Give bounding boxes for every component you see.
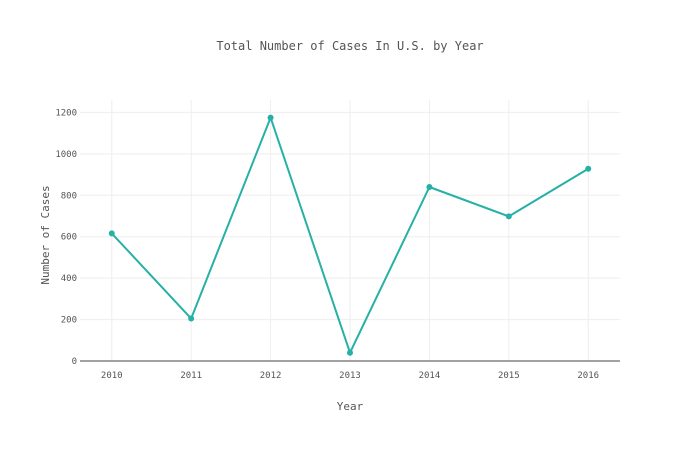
- x-gridlines: [111, 100, 589, 361]
- y-tick-label: 200: [61, 316, 77, 326]
- data-point[interactable]: [188, 315, 195, 322]
- data-point[interactable]: [347, 349, 353, 356]
- y-gridlines: [80, 111, 620, 321]
- data-point[interactable]: [267, 114, 274, 121]
- x-tick-label: 2015: [498, 371, 520, 381]
- y-tick-label: 1200: [55, 108, 77, 118]
- chart-title: Total Number of Cases In U.S. by Year: [216, 39, 483, 53]
- x-tick-label: 2016: [577, 371, 599, 381]
- data-point[interactable]: [585, 165, 592, 172]
- y-tick-label: 1000: [55, 150, 77, 160]
- data-point[interactable]: [505, 213, 512, 220]
- y-tick-label: 400: [61, 274, 77, 284]
- series-group: [108, 114, 592, 356]
- data-point[interactable]: [426, 184, 433, 190]
- x-tick-labels: 2010 2011 2012 2013 2014 2015 2016: [101, 371, 599, 381]
- y-tick-labels: 0 200 400 600 800 1000 1200: [55, 108, 77, 367]
- x-tick-label: 2013: [339, 371, 361, 381]
- x-tick-label: 2012: [260, 371, 282, 381]
- data-point[interactable]: [108, 230, 115, 237]
- y-tick-label: 600: [61, 233, 77, 243]
- x-axis-title: Year: [337, 400, 364, 413]
- x-tick-label: 2011: [180, 371, 202, 381]
- x-tick-label: 2010: [101, 371, 123, 381]
- y-tick-label: 800: [61, 191, 77, 201]
- x-tick-label: 2014: [419, 371, 441, 381]
- y-tick-label: 0: [72, 357, 77, 367]
- y-axis-title: Number of Cases: [39, 185, 52, 284]
